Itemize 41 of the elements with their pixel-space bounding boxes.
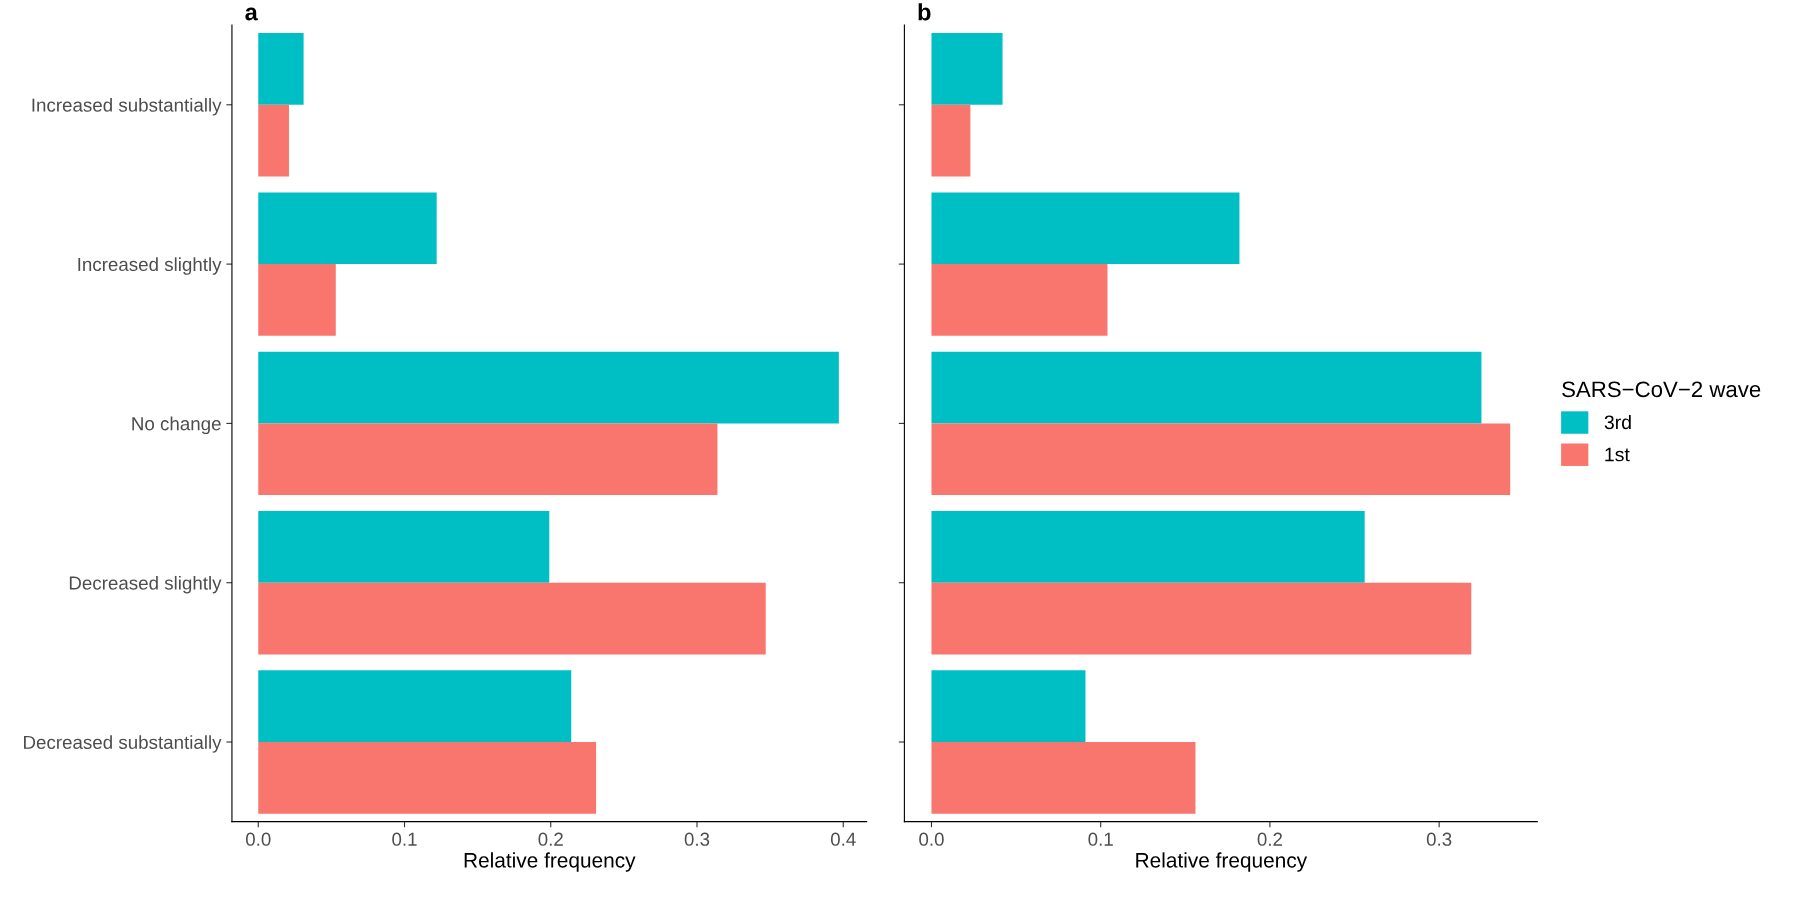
- x-tick-label: 0.4: [830, 832, 856, 846]
- bar: [258, 104, 289, 177]
- y-tick-label: Decreased substantially: [24, 735, 222, 753]
- bar: [258, 351, 839, 424]
- legend-label: 1st: [1605, 447, 1630, 462]
- bar: [258, 582, 766, 655]
- bar: [931, 33, 1003, 105]
- x-tick-label: 0.0: [919, 832, 944, 846]
- x-tick-label: 0.2: [538, 832, 563, 846]
- bar: [931, 104, 971, 177]
- x-axis-title: Relative frequency: [1136, 852, 1308, 872]
- bar: [931, 351, 1482, 424]
- x-tick-label: 0.1: [1088, 832, 1113, 846]
- y-tick-label: Decreased slightly: [69, 575, 222, 594]
- legend-title: SARS−CoV−2 wave: [1562, 381, 1761, 398]
- bar: [258, 264, 336, 336]
- chart-title: a: [245, 7, 258, 21]
- bar: [258, 33, 304, 105]
- bar: [258, 670, 572, 743]
- bar: [931, 192, 1240, 265]
- x-tick-label: 0.2: [1257, 832, 1283, 846]
- bar: [931, 423, 1511, 496]
- x-axis-title: Relative frequency: [464, 852, 636, 872]
- x-tick-label: 0.3: [1426, 832, 1452, 846]
- y-tick-label: Increased slightly: [78, 257, 222, 275]
- bar: [258, 742, 597, 814]
- bar: [931, 670, 1086, 743]
- bar: [258, 423, 718, 496]
- y-tick-label: No change: [132, 416, 221, 435]
- bar: [931, 264, 1108, 336]
- bar: [931, 742, 1196, 814]
- x-tick-label: 0.0: [245, 832, 271, 846]
- bar: [931, 511, 1365, 583]
- x-tick-label: 0.3: [684, 832, 710, 846]
- bar: [258, 511, 550, 583]
- chart-title: b: [918, 3, 931, 21]
- bar: [931, 582, 1472, 655]
- bar: [258, 192, 437, 265]
- x-tick-label: 0.1: [392, 832, 417, 846]
- y-tick-label: Increased substantially: [32, 98, 222, 116]
- legend-label: 3rd: [1604, 414, 1631, 430]
